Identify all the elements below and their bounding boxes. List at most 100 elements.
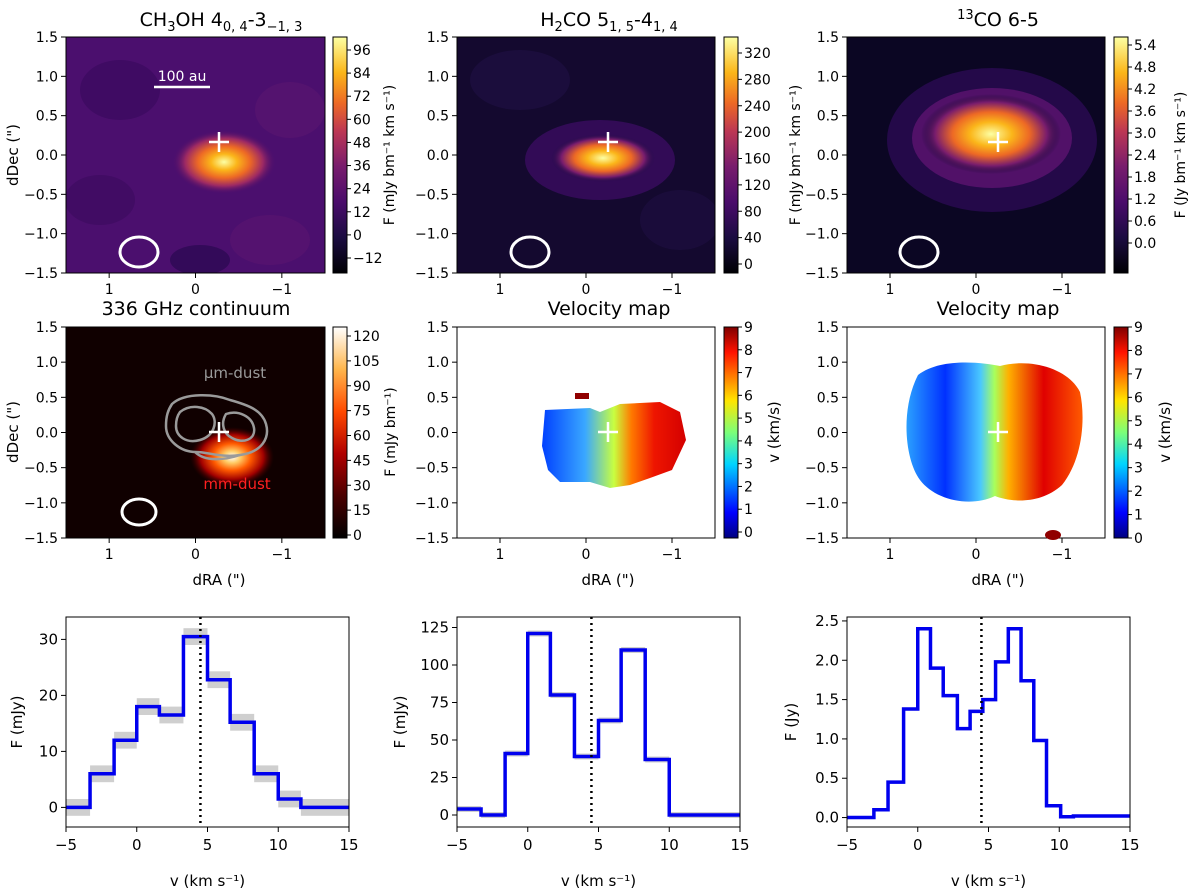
y-tick-label: 1.0 xyxy=(36,355,58,371)
y-tick-label: −1.0 xyxy=(24,496,58,512)
center-cross-velocity-2 xyxy=(988,422,1008,442)
x-tick-label: 5 xyxy=(203,836,213,854)
y-tick-label: 1.0 xyxy=(817,355,839,371)
y-tick-label: 1.0 xyxy=(427,69,449,85)
cbar-tick-label: 9 xyxy=(1134,320,1143,336)
x-tick-label: 0 xyxy=(523,836,533,854)
y-tick-label: 0.5 xyxy=(815,769,839,787)
x-tick-label: 1 xyxy=(105,547,114,563)
x-tick-label: −5 xyxy=(55,836,77,854)
beam-continuum xyxy=(120,497,158,527)
x-tick-label: −5 xyxy=(446,836,468,854)
center-cross-velocity-1 xyxy=(598,422,618,442)
cbar-label-13co: F (Jy bm⁻¹ km s⁻¹) xyxy=(1173,92,1189,219)
cbar-tick-label: 2.4 xyxy=(1134,148,1156,164)
cbar-label-velocity-1: v (km/s) xyxy=(765,401,783,463)
cbar-tick-label: 1.2 xyxy=(1134,192,1156,208)
cbar-tick-label: 8 xyxy=(744,343,753,359)
emission-ch3oh xyxy=(172,130,276,194)
x-tick-label: 0 xyxy=(582,282,591,298)
cbar-tick-label: 40 xyxy=(744,231,762,247)
center-cross-13co xyxy=(988,132,1008,152)
y-tick-label: −1.5 xyxy=(415,266,449,282)
y-tick-label: −1.5 xyxy=(805,531,839,547)
panel-title-h2co: H2CO 51, 5-41, 4 xyxy=(540,9,678,35)
y-tick-label: −0.5 xyxy=(415,461,449,477)
cbar-tick-label: 4.8 xyxy=(1134,60,1156,76)
cbar-tick-label: 24 xyxy=(353,182,371,198)
x-tick-label: −1 xyxy=(272,282,293,298)
x-tick-label: −1 xyxy=(1052,282,1073,298)
x-tick-label: 5 xyxy=(984,836,994,854)
panel-title-velocity-2: Velocity map xyxy=(937,298,1060,320)
y-tick-label: 30 xyxy=(39,630,58,648)
cbar-tick-label: 6 xyxy=(744,388,753,404)
cbar-tick-label: 5 xyxy=(744,411,753,427)
x-tick-label: 1 xyxy=(886,282,895,298)
y-tick-label: 125 xyxy=(420,619,449,637)
y-tick-label: 2.0 xyxy=(815,651,839,669)
y-tick-label: 0.5 xyxy=(427,390,449,406)
cbar-tick-label: 280 xyxy=(744,72,771,88)
y-tick-label: 1.5 xyxy=(815,691,839,709)
y-tick-label: 0.0 xyxy=(817,426,839,442)
y-tick-label: 0.5 xyxy=(817,109,839,125)
contour-um-dust-inner xyxy=(174,405,256,443)
cbar-tick-label: 1 xyxy=(744,502,753,518)
y-tick-label: 1.5 xyxy=(817,30,839,46)
y-tick-label: 0.5 xyxy=(817,390,839,406)
y-tick-label: −0.5 xyxy=(415,187,449,203)
xlabel-continuum: dRA (") xyxy=(193,571,246,589)
cbar-tick-label: 7 xyxy=(1134,367,1143,383)
cbar-tick-label: 0 xyxy=(744,525,753,541)
spectrum-step-line xyxy=(847,627,1130,820)
cbar-tick-label: 3.6 xyxy=(1134,104,1156,120)
xlabel-velocity-1: dRA (") xyxy=(582,571,635,589)
y-tick-label: 0.5 xyxy=(36,109,58,125)
cbar-tick-label: 7 xyxy=(744,366,753,382)
cbar-tick-label: 36 xyxy=(353,159,371,175)
x-tick-label: 1 xyxy=(886,547,895,563)
y-tick-label: 0.0 xyxy=(815,809,839,827)
y-tick-label: 0.5 xyxy=(36,390,58,406)
spectrum-step-line xyxy=(66,634,349,810)
velocity-blob-2 xyxy=(1045,530,1061,540)
cbar-tick-label: 0 xyxy=(353,528,362,544)
y-tick-label: −1.5 xyxy=(415,531,449,547)
y-tick-label: 1.0 xyxy=(815,730,839,748)
cbar-tick-label: 0 xyxy=(744,257,753,273)
y-tick-label: 1.0 xyxy=(427,355,449,371)
panel-velocity-2: Velocity map dRA (") 1.5 1.0 0.5 0.0 −0.5 −1.… xyxy=(805,298,1174,589)
cbar-tick-label: 105 xyxy=(353,354,380,370)
scale-bar-label: 100 au xyxy=(158,69,207,85)
y-tick-label: 0 xyxy=(439,806,449,824)
y-tick-label: 100 xyxy=(420,656,449,674)
colorbar-velocity-1 xyxy=(723,326,739,539)
x-tick-label: −1 xyxy=(1052,547,1073,563)
cbar-tick-label: 120 xyxy=(353,329,380,345)
emission-13co xyxy=(921,94,1061,174)
x-tick-label: 10 xyxy=(660,836,679,854)
cbar-tick-label: 30 xyxy=(353,478,371,494)
y-tick-label: −1.0 xyxy=(805,227,839,243)
cbar-tick-label: 0 xyxy=(1134,531,1143,547)
cbar-tick-label: 5.4 xyxy=(1134,38,1156,54)
x-tick-label: 0 xyxy=(913,836,923,854)
y-tick-label: 50 xyxy=(430,731,449,749)
spectra-row: −5 0 5 10 15 0 10 20 30 v (km s⁻¹) F (mJy) −5 0 5 10 15… xyxy=(8,612,1140,890)
y-tick-label: 0.0 xyxy=(817,148,839,164)
y-tick-label: −0.5 xyxy=(24,461,58,477)
cbar-tick-label: 90 xyxy=(353,379,371,395)
x-tick-label: 0 xyxy=(132,836,142,854)
spectrum-panel-3: −5 0 5 10 15 0.0 0.5 1.0 1.5 2.0 2.5 v (km s⁻¹) F (J… xyxy=(782,612,1140,890)
spectrum-ylabel: F (mJy) xyxy=(8,695,26,748)
beam-h2co xyxy=(509,235,551,269)
y-tick-label: 1.0 xyxy=(36,69,58,85)
cbar-label-h2co: F (mJy bm⁻¹ km s⁻¹) xyxy=(788,85,804,225)
y-tick-label: 75 xyxy=(430,694,449,712)
cbar-tick-label: 9 xyxy=(744,320,753,336)
cbar-tick-label: 4.2 xyxy=(1134,82,1156,98)
beam-13co xyxy=(898,235,940,269)
panel-continuum: 336 GHz continuum μm-dust mm-dust dDec (… xyxy=(4,298,399,589)
